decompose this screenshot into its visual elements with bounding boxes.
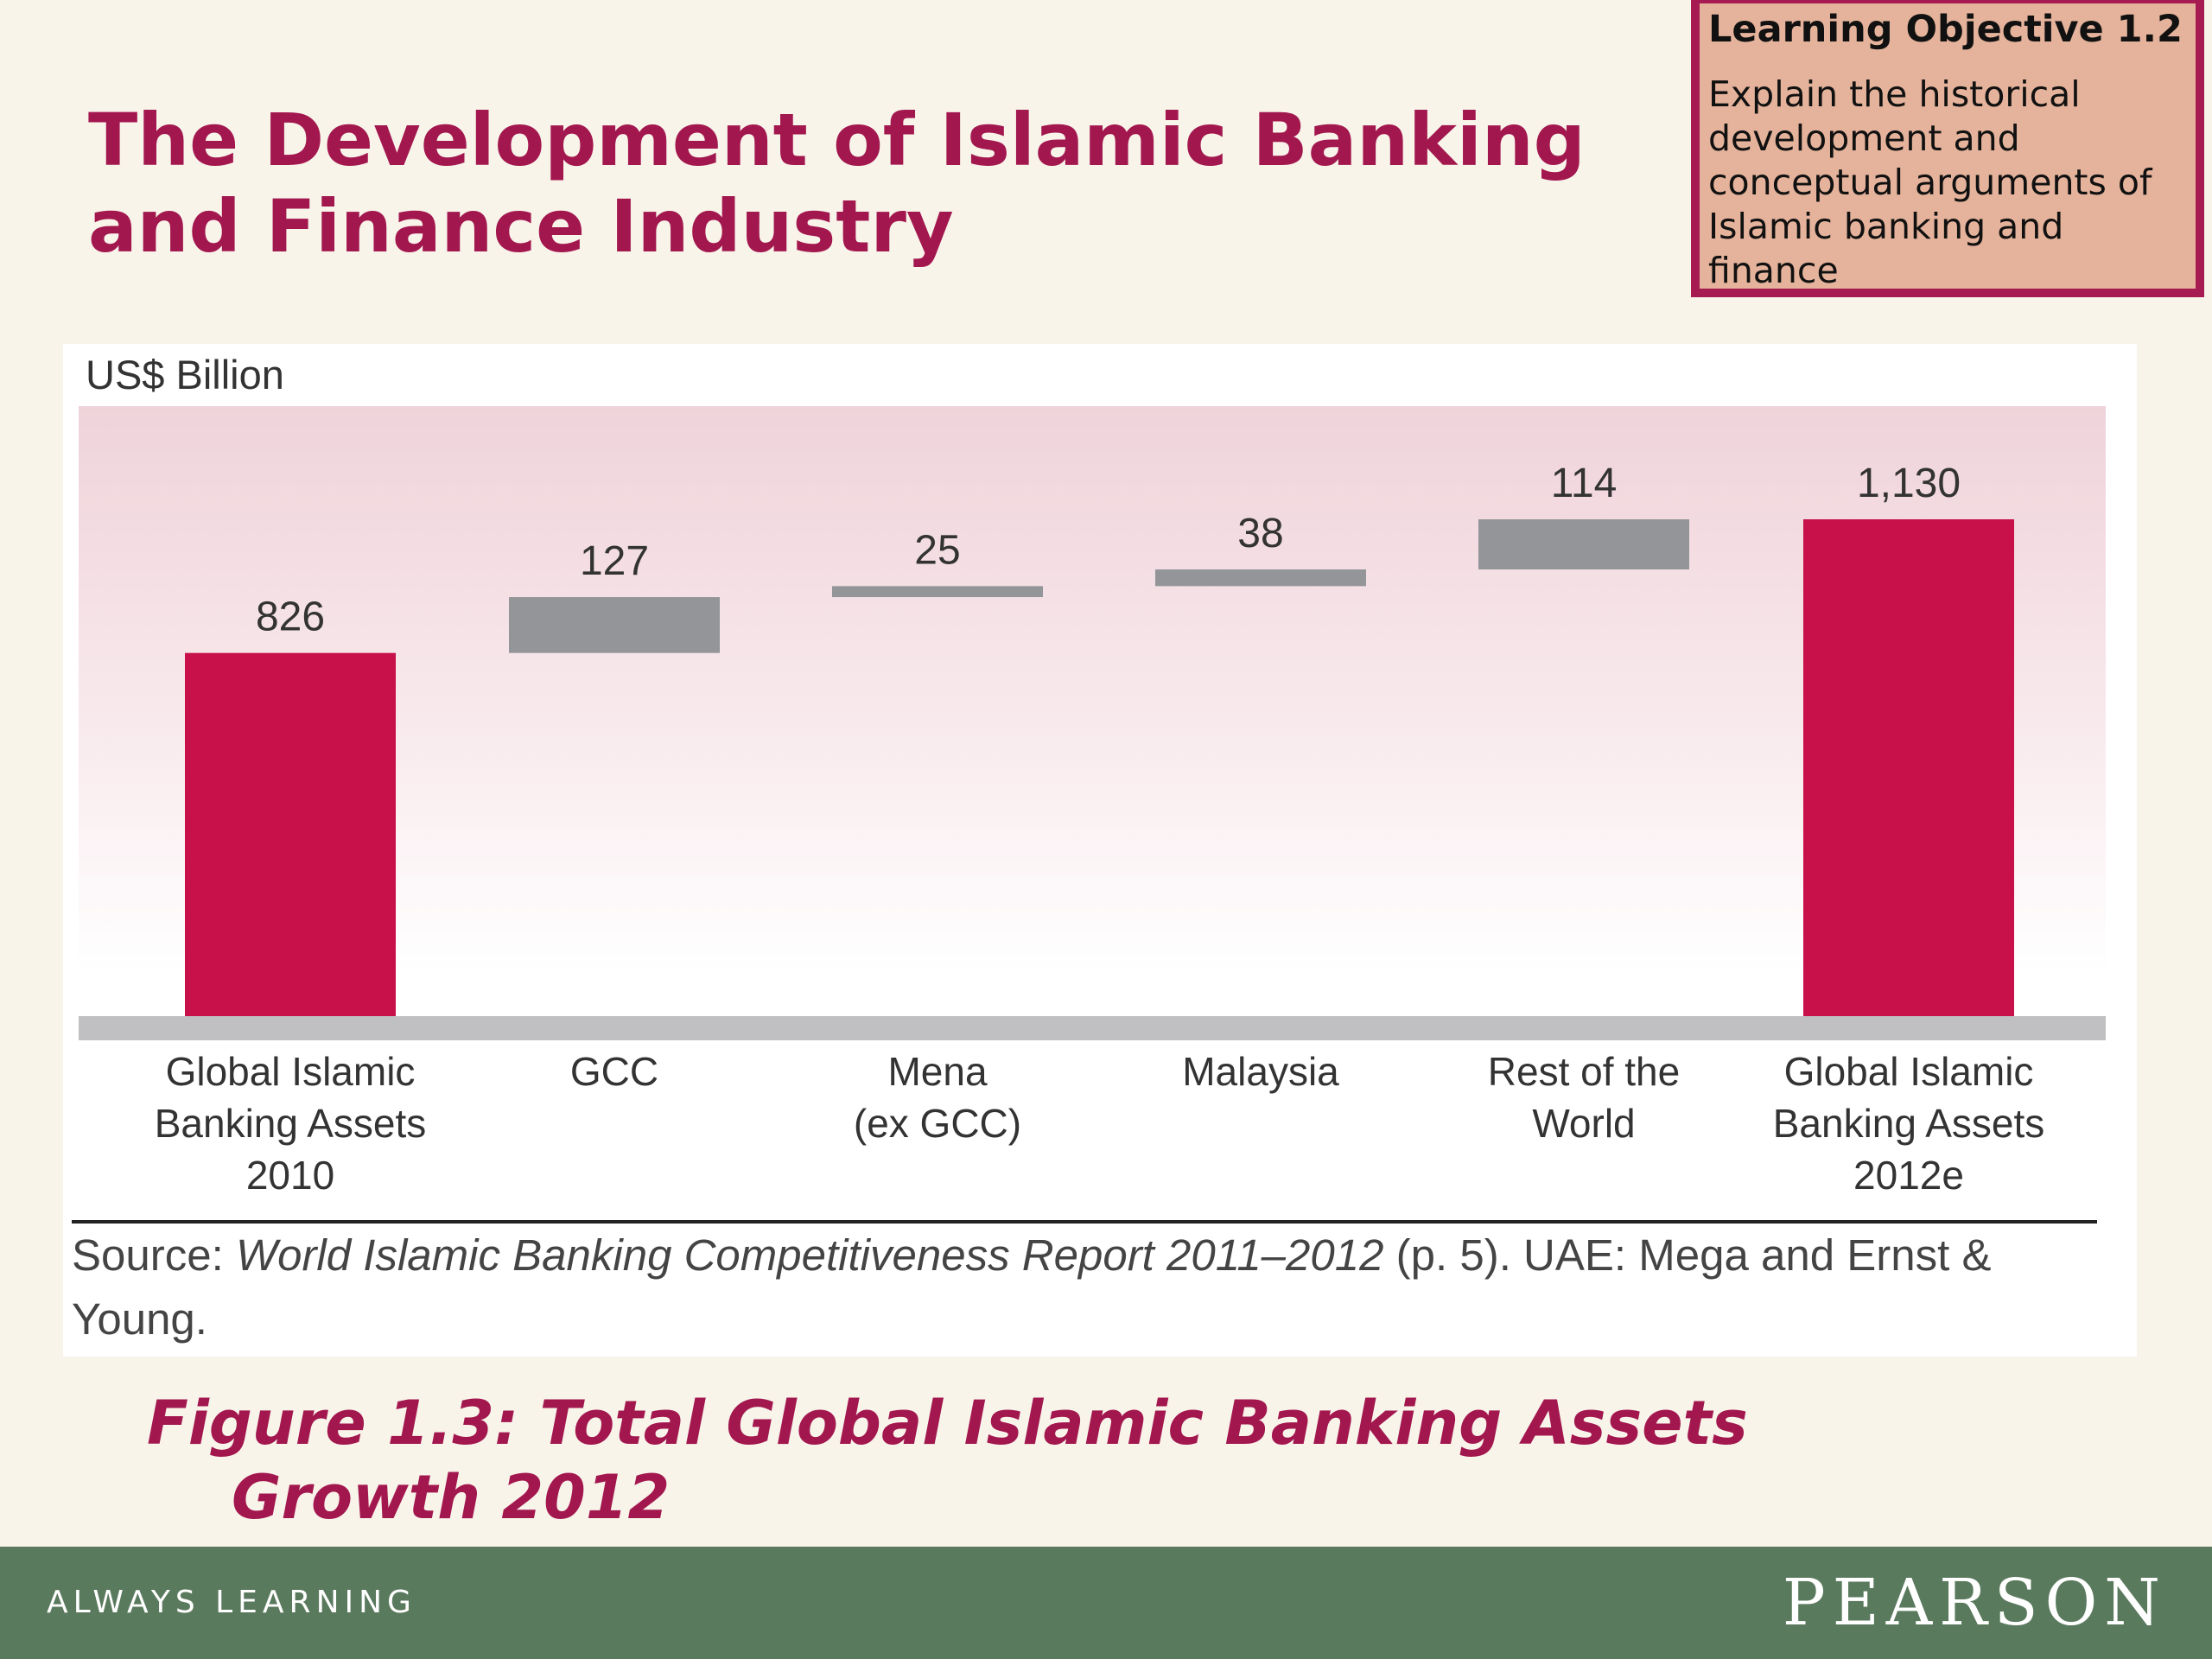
value-label-1: 127	[580, 538, 649, 584]
category-label-0: Global Islamic Banking Assets 2010	[155, 1049, 427, 1198]
category-label-5: Global Islamic Banking Assets 2012e	[1773, 1049, 2045, 1198]
category-label-line: 2012e	[1853, 1153, 1964, 1198]
slide-title-line2: and Finance Industry	[88, 184, 954, 269]
bar-total-5	[1803, 519, 2014, 1016]
source-suffix: (p. 5). UAE: Mega and Ernst & Young.	[72, 1230, 1992, 1344]
source-citation: Source: World Islamic Banking Competitiv…	[72, 1224, 2120, 1351]
bar-total-0	[185, 652, 396, 1016]
category-label-line: Global Islamic	[1784, 1049, 2034, 1094]
pearson-logo: PEARSON	[1782, 1566, 2167, 1640]
value-label-4: 114	[1551, 461, 1618, 506]
category-label-line: Rest of the	[1488, 1049, 1680, 1094]
source-prefix: Source:	[72, 1230, 236, 1280]
plot-area	[79, 406, 2106, 973]
bar-increment-2	[832, 586, 1043, 598]
footer-tagline: ALWAYS LEARNING	[47, 1585, 416, 1620]
x-axis-baseline	[79, 1016, 2106, 1040]
bar-increment-1	[509, 597, 720, 653]
category-label-line: 2010	[246, 1153, 334, 1198]
category-label-2: Mena (ex GCC)	[854, 1049, 1021, 1146]
bar-increment-4	[1478, 519, 1689, 570]
category-label-line: Banking Assets	[1773, 1101, 2045, 1146]
category-label-4: Rest of the World	[1488, 1049, 1680, 1146]
y-axis-label: US$ Billion	[86, 352, 284, 397]
figure-caption-line2: Growth 2012	[232, 1462, 671, 1533]
category-label-line: GCC	[570, 1049, 658, 1094]
value-label-3: 38	[1237, 511, 1283, 556]
category-label-1: GCC	[570, 1049, 658, 1094]
value-label-5: 1,130	[1857, 461, 1961, 506]
waterfall-chart: US$ Billion 826 127 25 38 114 1,130 Global Is…	[72, 352, 2106, 1224]
bar-increment-3	[1155, 569, 1366, 587]
learning-objective-box: Learning Objective 1.2 Explain the histo…	[1691, 0, 2204, 297]
figure-caption-line1: Figure 1.3: Total Global Islamic Banking…	[147, 1388, 1748, 1459]
category-label-line: Mena	[887, 1049, 987, 1094]
value-label-2: 25	[914, 527, 960, 573]
source-report-title: World Islamic Banking Competitiveness Re…	[235, 1230, 1384, 1280]
value-label-0: 826	[256, 594, 325, 640]
category-label-line: Global Islamic	[166, 1049, 416, 1094]
category-label-3: Malaysia	[1182, 1049, 1339, 1094]
footer-bar: ALWAYS LEARNING PEARSON	[0, 1547, 2212, 1659]
figure-caption: Figure 1.3: Total Global Islamic Banking…	[147, 1386, 1875, 1535]
learning-objective-text: Explain the historical development and c…	[1708, 73, 2152, 291]
learning-objective-heading: Learning Objective 1.2	[1708, 8, 2183, 51]
slide-title-line1: The Development of Islamic Banking	[88, 98, 1586, 182]
chart-panel: US$ Billion 826 127 25 38 114 1,130 Global Is…	[63, 344, 2137, 1357]
category-label-line: World	[1532, 1101, 1635, 1146]
category-label-line: Malaysia	[1182, 1049, 1339, 1094]
slide-title: The Development of Islamic Banking and F…	[88, 97, 1661, 270]
category-label-line: Banking Assets	[155, 1101, 427, 1146]
category-label-line: (ex GCC)	[854, 1101, 1021, 1146]
